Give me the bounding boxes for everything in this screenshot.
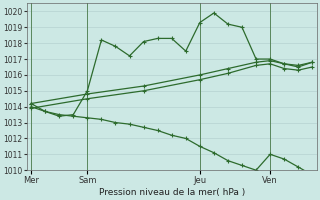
X-axis label: Pression niveau de la mer( hPa ): Pression niveau de la mer( hPa ) xyxy=(99,188,245,197)
